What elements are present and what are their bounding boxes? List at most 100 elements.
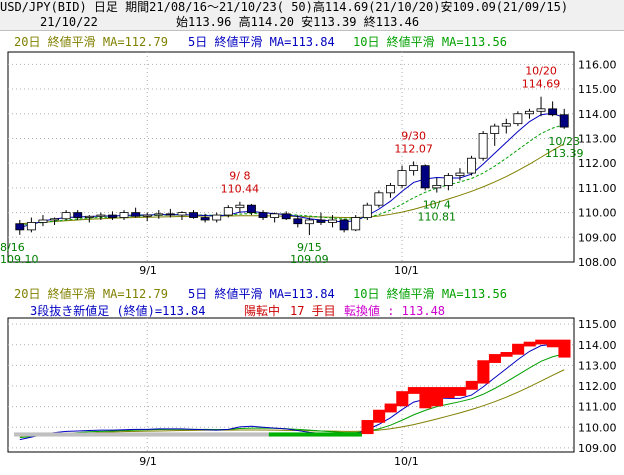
candle-body xyxy=(247,204,256,213)
candle-body xyxy=(189,212,198,218)
sanbon-up-brick xyxy=(512,343,525,355)
bottom-ma20-line xyxy=(19,369,565,438)
sanbon-up-brick xyxy=(523,341,536,347)
annotation-value: 113.39 xyxy=(545,147,584,160)
candle-body xyxy=(96,214,106,217)
top-y-tick-label: 116.00 xyxy=(578,58,617,71)
sanbon-up-brick xyxy=(477,360,490,384)
annotation-date: 10/20 xyxy=(525,65,557,78)
candle-body xyxy=(223,207,233,216)
sanbon-base-brick xyxy=(60,432,73,437)
sanbon-base-brick xyxy=(222,432,235,437)
sanbon-base-brick xyxy=(326,432,339,437)
sanbon-base-brick xyxy=(83,432,96,437)
chart-title-bar: USD/JPY(BID) 日足 期間21/08/16～21/10/23( 50)… xyxy=(0,0,624,16)
top-y-tick-label: 111.00 xyxy=(578,182,617,195)
legend-top-ma5: 5日 終値平滑 MA=113.84 xyxy=(188,35,335,49)
sanbon-base-brick xyxy=(129,432,142,437)
candle-body xyxy=(339,219,349,231)
sanbon-up-brick xyxy=(535,339,548,345)
sanbon-base-brick xyxy=(153,432,166,437)
candle-body xyxy=(73,212,83,218)
annotation-date: 9/ 8 xyxy=(229,170,250,183)
annotation-value: 112.07 xyxy=(394,142,433,155)
candle-body xyxy=(513,113,523,125)
candle-body xyxy=(478,133,488,159)
sanbon-base-brick xyxy=(303,432,316,437)
sanbon-base-brick xyxy=(14,432,27,437)
candle-body xyxy=(316,219,326,223)
candle-body xyxy=(177,212,187,216)
candle-body xyxy=(119,212,129,218)
candle-body xyxy=(386,185,395,194)
candle-body xyxy=(432,185,442,189)
annotation-value: 109.09 xyxy=(290,253,329,266)
top-y-tick-label: 114.00 xyxy=(578,108,617,121)
candle-body xyxy=(50,218,59,221)
legend-bottom-ma10: 10日 終値平滑 MA=113.56 xyxy=(353,287,507,301)
candle-body xyxy=(351,217,361,231)
candle-body xyxy=(559,114,569,128)
candle-body xyxy=(61,212,71,220)
candle-body xyxy=(142,214,152,217)
sanbon-base-brick xyxy=(280,432,293,437)
annotation-date: 10/ 4 xyxy=(423,199,451,212)
annotation-value: 109.10 xyxy=(0,253,39,266)
top-y-tick-label: 108.00 xyxy=(578,256,617,269)
bottom-y-tick-label: 113.00 xyxy=(578,359,617,372)
bottom-y-tick-label: 111.00 xyxy=(578,401,617,414)
sanbon-base-brick xyxy=(141,432,154,437)
ohlc-bar: 21/10/22 始113.96 高114.20 安113.39 終113.46 xyxy=(0,15,624,31)
legend-bottom-ma5: 5日 終値平滑 MA=113.84 xyxy=(188,287,335,301)
candle-body xyxy=(304,219,314,225)
top-x-tick-label: 10/1 xyxy=(394,264,419,277)
candle-body xyxy=(490,125,500,134)
sanbon-up-brick xyxy=(384,403,397,413)
top-ma20-line xyxy=(19,143,565,225)
sanbon-reversal: 転換値 : 113.48 xyxy=(344,304,446,318)
legend-top-ma20: 20日 終値平滑 MA=112.79 xyxy=(14,35,168,49)
annotation-date: 9/30 xyxy=(401,129,426,142)
legend-bottom-ma20: 20日 終値平滑 MA=112.79 xyxy=(14,287,168,301)
annotation-date: 10/23 xyxy=(548,135,580,148)
ohlc-values: 始113.96 高114.20 安113.39 終113.46 xyxy=(176,15,420,29)
candle-body xyxy=(455,172,465,176)
candle-body xyxy=(293,218,303,225)
sanbon-base-brick xyxy=(349,432,362,437)
candle-body xyxy=(397,170,407,186)
candle-body xyxy=(443,175,453,186)
bottom-ma10-line xyxy=(19,353,565,439)
sanbon-up-brick xyxy=(454,387,467,396)
sanbon-up-brick xyxy=(442,387,455,398)
sanbon-up-brick xyxy=(431,387,444,407)
bottom-y-tick-label: 109.00 xyxy=(578,442,617,455)
bottom-y-tick-label: 112.00 xyxy=(578,380,617,393)
sanbon-up-brick xyxy=(361,420,374,435)
sanbon-base-brick xyxy=(245,432,258,437)
sanbon-base-brick xyxy=(118,432,131,437)
sanbon-trend: 陽転中 xyxy=(244,304,281,318)
candle-body xyxy=(281,213,291,220)
candle-body xyxy=(26,222,36,231)
bottom-x-tick-label: 10/1 xyxy=(394,455,419,468)
sanbon-base-brick xyxy=(37,432,50,437)
sanbon-base-brick xyxy=(106,432,119,437)
sanbon-base-brick xyxy=(234,432,247,437)
sanbon-base-brick xyxy=(210,432,223,437)
sanbon-up-brick xyxy=(546,339,559,348)
sanbon-base-brick xyxy=(164,432,177,437)
sanbon-up-brick xyxy=(373,409,386,423)
annotation-date: 8/16 xyxy=(0,241,25,254)
bottom-y-tick-label: 110.00 xyxy=(578,421,617,434)
top-plot-frame xyxy=(7,51,575,263)
sanbon-base-brick xyxy=(199,432,212,437)
candle-body xyxy=(235,204,245,209)
sanbon-up-brick xyxy=(500,352,513,357)
sanbon-base-brick xyxy=(71,432,84,437)
candle-body xyxy=(362,204,372,218)
sanbon-up-brick xyxy=(407,387,420,394)
sanbon-base-brick xyxy=(292,432,305,437)
candle-body xyxy=(420,165,430,189)
bottom-y-tick-label: 115.00 xyxy=(578,318,617,331)
